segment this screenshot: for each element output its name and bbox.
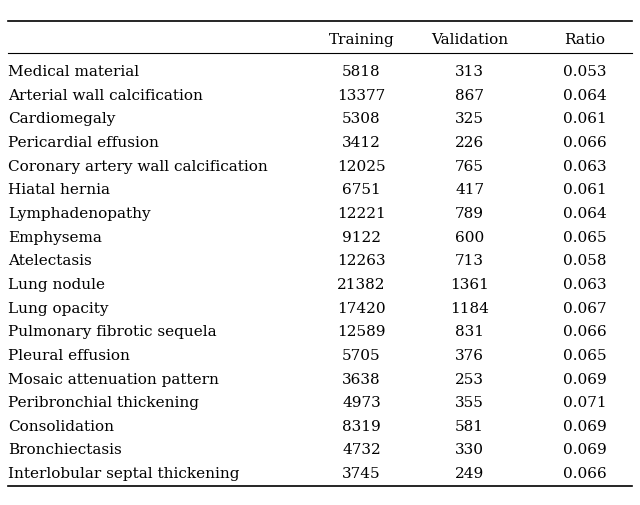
Text: Lung opacity: Lung opacity: [8, 301, 108, 315]
Text: 3745: 3745: [342, 466, 381, 480]
Text: 376: 376: [455, 348, 484, 362]
Text: Cardiomegaly: Cardiomegaly: [8, 112, 115, 126]
Text: 600: 600: [455, 230, 484, 244]
Text: 0.066: 0.066: [563, 325, 606, 338]
Text: Coronary artery wall calcification: Coronary artery wall calcification: [8, 160, 268, 173]
Text: Lung nodule: Lung nodule: [8, 277, 105, 291]
Text: Hiatal hernia: Hiatal hernia: [8, 183, 110, 197]
Text: 4732: 4732: [342, 442, 381, 457]
Text: 5705: 5705: [342, 348, 381, 362]
Text: Arterial wall calcification: Arterial wall calcification: [8, 88, 203, 103]
Text: 13377: 13377: [337, 88, 385, 103]
Text: 313: 313: [455, 65, 484, 79]
Text: 3412: 3412: [342, 136, 381, 149]
Text: Emphysema: Emphysema: [8, 230, 102, 244]
Text: Training: Training: [328, 33, 394, 47]
Text: 0.066: 0.066: [563, 136, 606, 149]
Text: 5308: 5308: [342, 112, 381, 126]
Text: 0.065: 0.065: [563, 230, 606, 244]
Text: 0.069: 0.069: [563, 372, 606, 386]
Text: Validation: Validation: [431, 33, 508, 47]
Text: 17420: 17420: [337, 301, 386, 315]
Text: 12221: 12221: [337, 207, 386, 221]
Text: Interlobular septal thickening: Interlobular septal thickening: [8, 466, 239, 480]
Text: 249: 249: [455, 466, 484, 480]
Text: 417: 417: [455, 183, 484, 197]
Text: 12025: 12025: [337, 160, 386, 173]
Text: 0.063: 0.063: [563, 160, 606, 173]
Text: 765: 765: [455, 160, 484, 173]
Text: 1361: 1361: [451, 277, 489, 291]
Text: Atelectasis: Atelectasis: [8, 254, 92, 268]
Text: Peribronchial thickening: Peribronchial thickening: [8, 395, 199, 410]
Text: 0.064: 0.064: [563, 207, 606, 221]
Text: 713: 713: [455, 254, 484, 268]
Text: 5818: 5818: [342, 65, 381, 79]
Text: 581: 581: [455, 419, 484, 433]
Text: 0.071: 0.071: [563, 395, 606, 410]
Text: Pleural effusion: Pleural effusion: [8, 348, 130, 362]
Text: 0.065: 0.065: [563, 348, 606, 362]
Text: 789: 789: [455, 207, 484, 221]
Text: Ratio: Ratio: [564, 33, 605, 47]
Text: 6751: 6751: [342, 183, 381, 197]
Text: 12589: 12589: [337, 325, 386, 338]
Text: 12263: 12263: [337, 254, 386, 268]
Text: 226: 226: [455, 136, 484, 149]
Text: 4973: 4973: [342, 395, 381, 410]
Text: 831: 831: [455, 325, 484, 338]
Text: Medical material: Medical material: [8, 65, 139, 79]
Text: 330: 330: [455, 442, 484, 457]
Text: 0.069: 0.069: [563, 419, 606, 433]
Text: 3638: 3638: [342, 372, 381, 386]
Text: 9122: 9122: [342, 230, 381, 244]
Text: 0.061: 0.061: [563, 183, 606, 197]
Text: 1184: 1184: [451, 301, 489, 315]
Text: 21382: 21382: [337, 277, 386, 291]
Text: 355: 355: [455, 395, 484, 410]
Text: 0.063: 0.063: [563, 277, 606, 291]
Text: Pericardial effusion: Pericardial effusion: [8, 136, 159, 149]
Text: Bronchiectasis: Bronchiectasis: [8, 442, 122, 457]
Text: Mosaic attenuation pattern: Mosaic attenuation pattern: [8, 372, 219, 386]
Text: 0.058: 0.058: [563, 254, 606, 268]
Text: Lymphadenopathy: Lymphadenopathy: [8, 207, 150, 221]
Text: Pulmonary fibrotic sequela: Pulmonary fibrotic sequela: [8, 325, 216, 338]
Text: 8319: 8319: [342, 419, 381, 433]
Text: Consolidation: Consolidation: [8, 419, 114, 433]
Text: 325: 325: [455, 112, 484, 126]
Text: 0.066: 0.066: [563, 466, 606, 480]
Text: 0.069: 0.069: [563, 442, 606, 457]
Text: 0.053: 0.053: [563, 65, 606, 79]
Text: 0.061: 0.061: [563, 112, 606, 126]
Text: 0.067: 0.067: [563, 301, 606, 315]
Text: 0.064: 0.064: [563, 88, 606, 103]
Text: 867: 867: [455, 88, 484, 103]
Text: 253: 253: [455, 372, 484, 386]
